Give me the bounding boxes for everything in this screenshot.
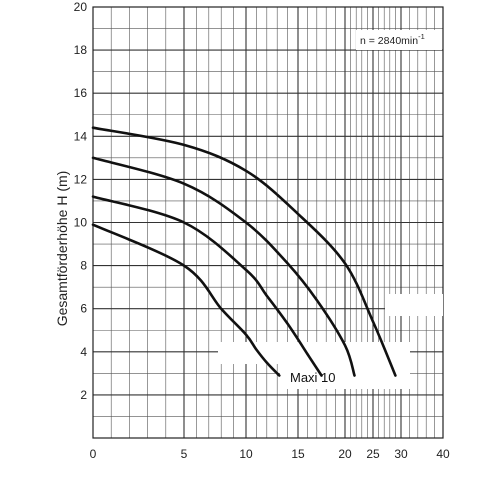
x-tick-label: 10 xyxy=(239,447,253,461)
y-tick-label: 10 xyxy=(74,216,88,230)
y-tick-label: 16 xyxy=(74,86,88,100)
y-tick-label: 18 xyxy=(74,43,88,57)
x-tick-label: 40 xyxy=(436,447,450,461)
y-tick-label: 12 xyxy=(74,172,88,186)
curves xyxy=(91,126,397,377)
x-tick-label: 5 xyxy=(181,447,188,461)
x-tick-label: 20 xyxy=(338,447,352,461)
curve-4 xyxy=(91,126,397,377)
y-tick-label: 8 xyxy=(80,259,87,273)
x-tick-labels: 0 5 10 15 20 25 30 40 xyxy=(90,447,450,461)
x-tick-label: 30 xyxy=(394,447,408,461)
curve-1 xyxy=(91,223,281,377)
speed-annotation-text: n = 2840min xyxy=(360,35,418,47)
speed-annotation: n = 2840min-1 xyxy=(360,32,425,47)
mask-right xyxy=(385,294,443,316)
label-masks xyxy=(218,30,443,389)
mask-annotation xyxy=(356,30,442,50)
y-tick-label: 6 xyxy=(80,302,87,316)
y-tick-label: 2 xyxy=(80,388,87,402)
y-tick-label: 20 xyxy=(74,0,88,14)
mask-lower-left xyxy=(218,342,410,364)
x-tick-label: 25 xyxy=(366,447,380,461)
curve-3 xyxy=(91,156,356,377)
y-tick-label: 4 xyxy=(80,345,87,359)
y-tick-labels: 2 4 6 8 10 12 14 16 18 20 xyxy=(74,0,88,402)
mask-curve-label xyxy=(280,364,410,389)
curve-label: Maxi 10 xyxy=(290,370,336,385)
y-axis-title: Gesamtförderhöhe H (m) xyxy=(54,171,70,327)
plot-frame xyxy=(92,6,444,439)
x-tick-label: 15 xyxy=(291,447,305,461)
speed-annotation-superscript: -1 xyxy=(418,32,425,41)
x-tick-label: 0 xyxy=(90,447,97,461)
y-tick-label: 14 xyxy=(74,129,88,143)
curve-2 xyxy=(91,195,323,377)
